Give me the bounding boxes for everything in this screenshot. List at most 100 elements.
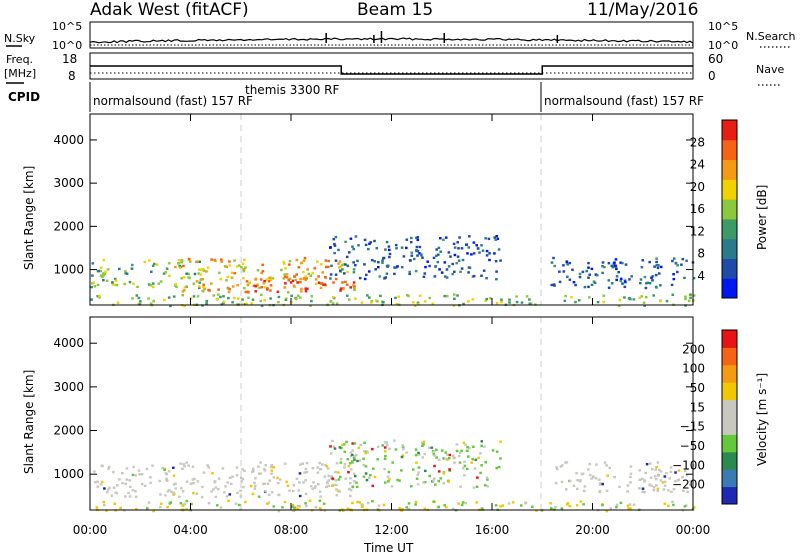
echo-cell bbox=[356, 459, 359, 463]
echo-cell bbox=[640, 295, 644, 298]
echo-cell bbox=[277, 481, 280, 485]
echo-cell bbox=[298, 494, 302, 498]
echo-cell bbox=[644, 296, 648, 299]
echo-cell bbox=[269, 284, 273, 287]
echo-cell bbox=[256, 283, 259, 286]
echo-cell bbox=[237, 503, 241, 507]
echo-cell bbox=[632, 298, 636, 301]
echo-cell bbox=[437, 246, 441, 250]
echo-cell bbox=[451, 454, 455, 457]
echo-cell bbox=[166, 490, 170, 493]
echo-cell bbox=[331, 477, 334, 480]
echo-cell bbox=[303, 256, 307, 260]
echo-cell bbox=[339, 269, 342, 272]
echo-cell bbox=[560, 480, 564, 484]
echo-cell bbox=[440, 271, 444, 274]
echo-cell bbox=[244, 500, 247, 504]
echo-cell bbox=[294, 278, 298, 282]
echo-cell bbox=[659, 470, 663, 473]
echo-cell bbox=[362, 463, 366, 467]
echo-cell bbox=[489, 297, 492, 300]
echo-cell bbox=[185, 461, 188, 464]
echo-cell bbox=[603, 461, 607, 464]
echo-cell bbox=[174, 487, 177, 490]
echo-cell bbox=[555, 466, 558, 469]
echo-cell bbox=[318, 461, 321, 465]
echo-cell bbox=[277, 509, 281, 513]
echo-cell bbox=[115, 491, 118, 495]
echo-cell bbox=[596, 300, 600, 304]
echo-cell bbox=[225, 279, 228, 282]
echo-cell bbox=[235, 303, 239, 306]
echo-cell bbox=[416, 254, 419, 257]
echo-cell bbox=[337, 248, 340, 252]
echo-cell bbox=[598, 490, 602, 494]
echo-cell bbox=[263, 286, 267, 289]
echo-cell bbox=[147, 501, 151, 504]
echo-cell bbox=[295, 297, 298, 301]
echo-cell bbox=[157, 282, 161, 285]
echo-cell bbox=[296, 294, 300, 297]
echo-cell bbox=[435, 254, 438, 257]
echo-cell bbox=[254, 477, 257, 480]
echo-cell bbox=[382, 257, 385, 260]
echo-cell bbox=[607, 262, 611, 265]
echo-cell bbox=[302, 270, 305, 274]
echo-cell bbox=[220, 260, 223, 263]
echo-cell bbox=[277, 300, 280, 304]
echo-cell bbox=[414, 500, 418, 504]
echo-cell bbox=[453, 246, 457, 249]
echo-cell bbox=[568, 480, 572, 483]
echo-cell bbox=[228, 288, 231, 291]
echo-cell bbox=[638, 478, 642, 481]
echo-cell bbox=[401, 445, 405, 448]
echo-cell bbox=[315, 282, 318, 286]
cpid-row: CPID normalsound (fast) 157 RF themis 33… bbox=[8, 82, 704, 112]
echo-cell bbox=[327, 474, 330, 477]
echo-cell bbox=[455, 262, 458, 265]
echo-cell bbox=[125, 478, 129, 481]
colorbar-swatch bbox=[722, 258, 737, 279]
echo-cell bbox=[360, 505, 364, 508]
echo-cell bbox=[422, 443, 425, 446]
echo-cell bbox=[289, 281, 293, 284]
ytick-label: 2000 bbox=[53, 219, 84, 233]
echo-cell bbox=[497, 248, 501, 251]
echo-cell bbox=[293, 285, 296, 288]
echo-cell bbox=[112, 470, 115, 474]
echo-cell bbox=[614, 264, 617, 267]
echo-cell bbox=[394, 296, 397, 300]
echo-cell bbox=[288, 277, 292, 280]
echo-cell bbox=[618, 298, 622, 302]
echo-cell bbox=[259, 278, 263, 281]
echo-cell bbox=[268, 276, 272, 279]
echo-cell bbox=[131, 297, 134, 300]
echo-cell bbox=[196, 295, 200, 298]
echo-cell bbox=[178, 266, 182, 269]
echo-cell bbox=[202, 269, 206, 272]
echo-cell bbox=[240, 480, 243, 483]
echo-cell bbox=[646, 281, 650, 284]
echo-cell bbox=[252, 284, 256, 287]
colorbar-tick: −200 bbox=[672, 478, 705, 492]
echo-cell bbox=[398, 507, 401, 510]
echo-cell bbox=[601, 261, 605, 264]
echo-cell bbox=[190, 502, 193, 506]
echo-cell bbox=[483, 445, 486, 448]
echo-cell bbox=[418, 294, 422, 297]
echo-cell bbox=[346, 270, 349, 274]
echo-cell bbox=[291, 503, 295, 507]
echo-cell bbox=[296, 504, 300, 508]
echo-cell bbox=[680, 263, 683, 266]
echo-cell bbox=[650, 484, 653, 487]
echo-cell bbox=[243, 286, 246, 290]
echo-cell bbox=[605, 464, 608, 467]
echo-cell bbox=[173, 284, 177, 287]
echo-cell bbox=[296, 281, 299, 284]
echo-cell bbox=[269, 297, 272, 300]
echo-cell bbox=[368, 476, 371, 480]
echo-cell bbox=[205, 302, 208, 305]
echo-cell bbox=[240, 476, 243, 480]
beam-title: Beam 15 bbox=[357, 0, 433, 20]
